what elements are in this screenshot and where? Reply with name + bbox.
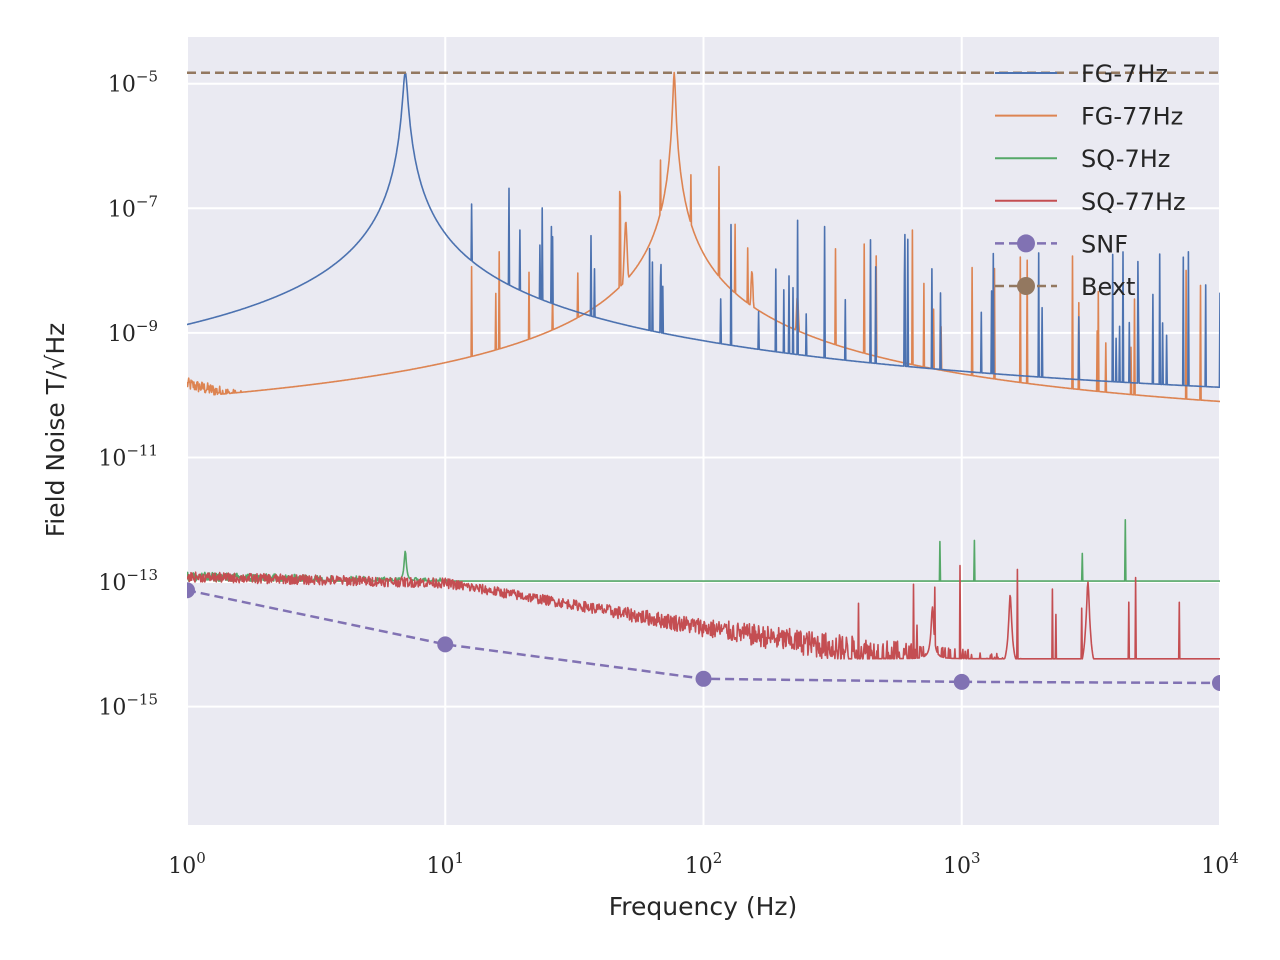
legend-item-snf: SNF [995, 230, 1128, 258]
legend-label: FG-77Hz [1081, 103, 1183, 131]
snf-marker [437, 636, 454, 653]
snf-marker [1212, 674, 1220, 691]
y-axis-label: Field Noise T/√Hz [41, 323, 70, 538]
legend: FG-7Hz FG-77Hz SQ-7Hz SQ-77Hz SNF Bext [995, 60, 1186, 301]
x-axis-label: Frequency (Hz) [609, 892, 798, 921]
series-line-fg-77hz [187, 71, 1220, 403]
y-tick-labels: 10−5 10−7 10−9 10−11 10−13 10−15 [98, 68, 158, 721]
x-tick-label: 103 [943, 849, 981, 879]
x-tick-label: 101 [426, 849, 464, 879]
snf-marker [187, 582, 195, 599]
legend-item-sq-77hz: SQ-77Hz [995, 188, 1186, 216]
legend-label: SQ-7Hz [1081, 145, 1170, 173]
legend-item-fg-77hz: FG-77Hz [995, 103, 1183, 131]
legend-label: SNF [1081, 230, 1128, 258]
y-tick-label: 10−15 [98, 691, 158, 721]
legend-marker [1017, 277, 1035, 295]
legend-item-bext: Bext [995, 273, 1135, 301]
grid [186, 37, 1221, 825]
snf-marker [695, 670, 712, 687]
legend-item-fg-7hz: FG-7Hz [995, 60, 1168, 88]
legend-item-sq-7hz: SQ-7Hz [995, 145, 1170, 173]
y-tick-label: 10−9 [108, 317, 158, 347]
snf-marker [953, 673, 970, 690]
x-tick-label: 104 [1201, 849, 1239, 879]
x-tick-labels: 100 101 102 103 104 [168, 849, 1239, 879]
x-tick-label: 102 [685, 849, 723, 879]
y-tick-label: 10−5 [108, 68, 158, 98]
series-line-fg-7hz [187, 71, 1220, 389]
series-group [187, 71, 1220, 691]
y-tick-label: 10−13 [98, 566, 158, 596]
legend-label: SQ-77Hz [1081, 188, 1186, 216]
legend-label: FG-7Hz [1081, 60, 1168, 88]
x-tick-label: 100 [168, 849, 206, 879]
legend-label: Bext [1081, 273, 1135, 301]
legend-marker [1017, 234, 1035, 253]
y-tick-label: 10−11 [98, 441, 158, 471]
y-tick-label: 10−7 [108, 192, 158, 222]
series-line-sq-77hz [187, 564, 1220, 660]
